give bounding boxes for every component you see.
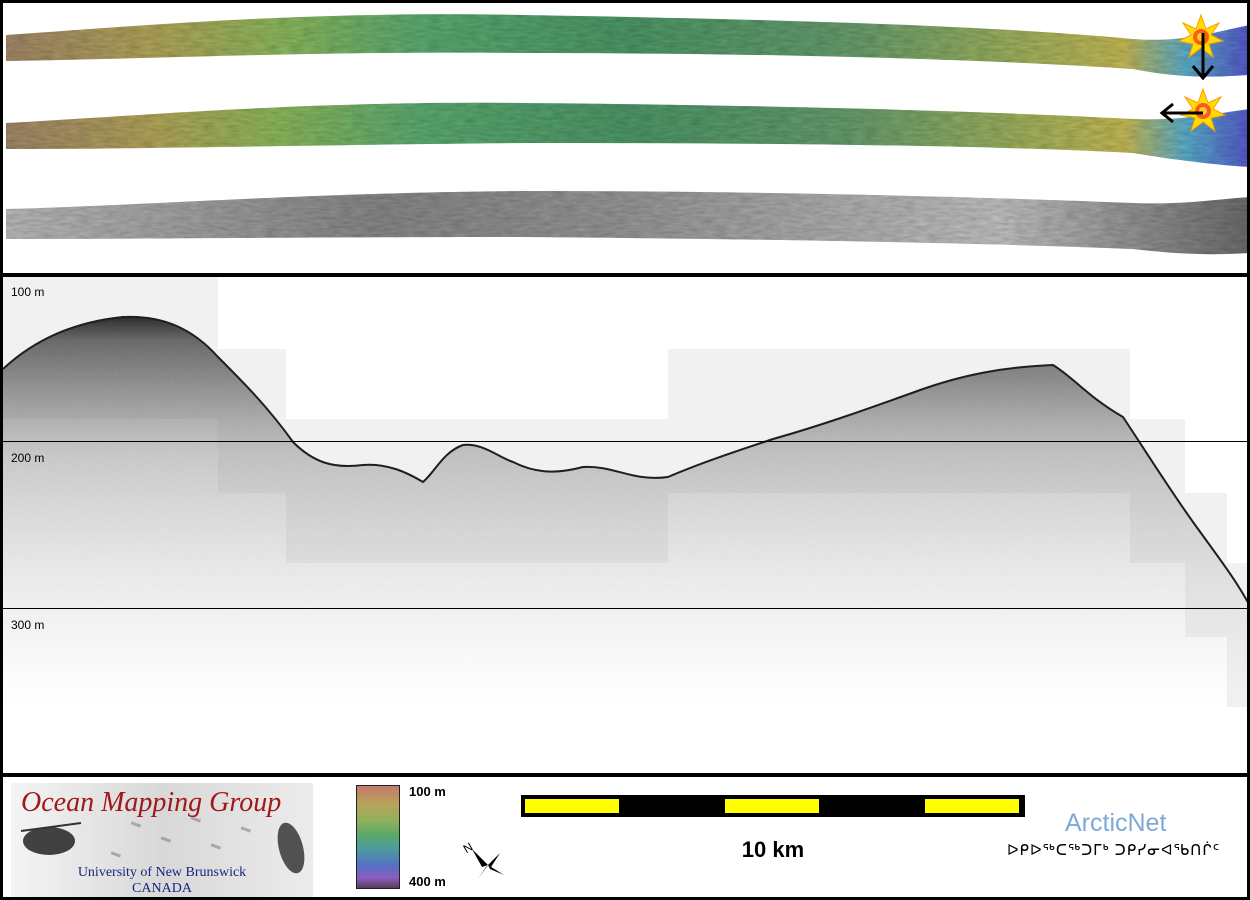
arrow-down-icon [1191,33,1215,81]
arrow-left-icon [1159,102,1203,124]
scale-bar [521,795,1025,817]
compass-icon: N [458,839,508,888]
colorbar-top-label: 100 m [409,784,446,799]
scale-segment-3 [925,799,1019,813]
partner-subtitle: ᐅᑭᐅᖅᑕᖅᑐᒥᒃ ᑐᑭᓯᓂᐊᖃᑎᒌᑦ [1007,842,1221,859]
legend-panel: Ocean Mapping Group University of New Br… [0,774,1250,900]
ocean-mapping-group-logo: Ocean Mapping Group University of New Br… [11,783,313,897]
partner-name: ArcticNet [1065,809,1167,837]
depth-gridline-200 [3,441,1247,442]
depth-colorbar [356,785,400,889]
colorbar-bottom-label: 400 m [409,874,446,889]
seabed-echo [3,316,1247,707]
depth-gridline-300 [3,608,1247,609]
university-name: University of New Brunswick [77,865,247,880]
depth-label-300: 300 m [11,618,45,632]
group-name: Ocean Mapping Group [21,787,282,818]
seabed-line [3,315,1247,603]
scale-label: 10 km [741,837,805,862]
swath-strips [6,13,1247,255]
sun-burst-icon [1179,87,1227,133]
subbottom-profile-panel: 100 m 200 m 300 m [0,274,1250,776]
compass-letter: N [461,840,476,856]
swath-panel [0,0,1250,276]
scale-segment-2 [725,799,819,813]
backscatter-swath [6,191,1247,255]
profile-image [3,277,1247,707]
depth-label-200: 200 m [11,451,45,465]
logo-illustration [20,816,305,874]
bathymetry-swath-2 [6,102,1247,167]
depth-label-100: 100 m [11,285,45,299]
scale-segment-1 [525,799,619,813]
country-name: CANADA [132,881,192,896]
bathymetry-swath-1 [6,14,1247,77]
